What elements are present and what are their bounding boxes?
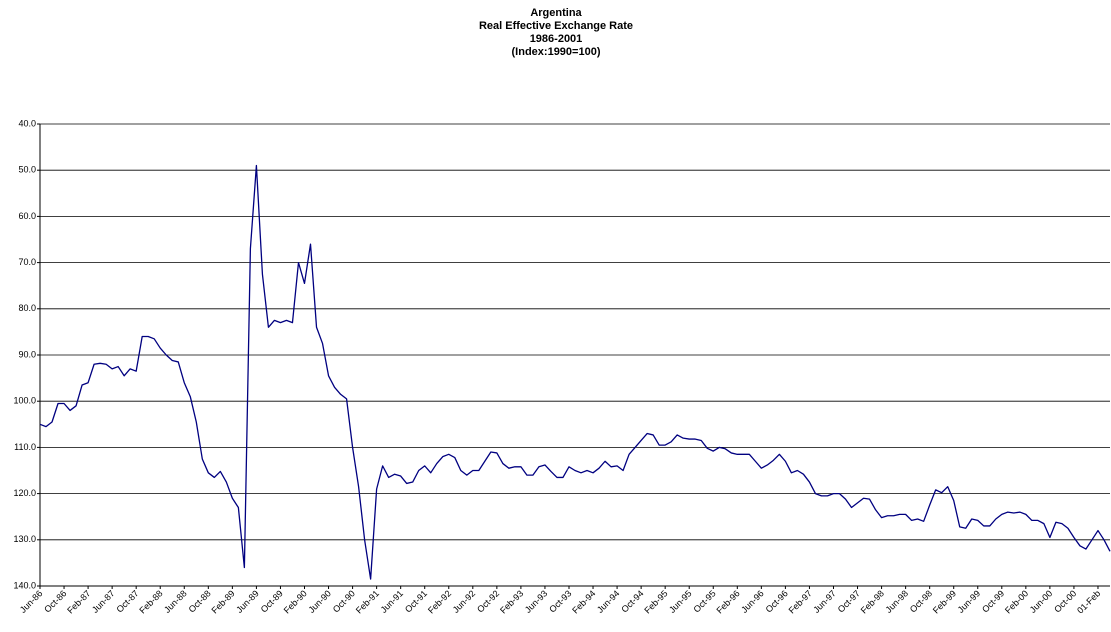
x-tick-label: Oct-96 (764, 588, 790, 614)
y-tick-label: 70.0 (18, 257, 36, 267)
y-tick-label: 120.0 (13, 488, 36, 498)
chart-title: Real Effective Exchange Rate (479, 20, 633, 32)
x-tick-label: Oct-99 (980, 588, 1006, 614)
x-tick-label: Jun-98 (883, 588, 910, 615)
data-line (39, 164, 1111, 580)
y-tick-label: 60.0 (18, 211, 36, 221)
x-tick-label: 01-Feb (1075, 588, 1102, 615)
x-tick-label: Jun-92 (451, 588, 478, 615)
x-tick-label: Oct-98 (908, 588, 934, 614)
x-tick-label: Jun-95 (667, 588, 694, 615)
x-tick-label: Oct-86 (42, 588, 68, 614)
x-tick-label: Feb-96 (714, 588, 741, 615)
y-tick-label: 80.0 (18, 303, 36, 313)
x-tick-label: Feb-98 (859, 588, 886, 615)
x-tick-label: Jun-87 (90, 588, 117, 615)
x-tick-label: Jun-90 (306, 588, 333, 615)
y-tick-label: 130.0 (13, 534, 36, 544)
x-tick-label: Feb-00 (1003, 588, 1030, 615)
chart-title: 1986-2001 (530, 33, 583, 45)
x-tick-label: Feb-93 (498, 588, 525, 615)
x-tick-label: Oct-94 (619, 588, 645, 614)
y-tick-label: 110.0 (14, 442, 36, 452)
x-tick-label: Feb-88 (137, 588, 164, 615)
y-tick-label: 140.0 (13, 580, 36, 590)
y-tick-label: 90.0 (18, 349, 36, 359)
x-tick-label: Oct-89 (259, 588, 285, 614)
x-tick-label: Feb-90 (282, 588, 309, 615)
x-tick-label: Feb-87 (65, 588, 92, 615)
chart-title: (Index:1990=100) (512, 46, 601, 58)
x-tick-label: Feb-89 (210, 588, 237, 615)
y-tick-label: 100.0 (13, 396, 36, 406)
x-tick-label: Jun-94 (595, 588, 622, 615)
x-tick-label: Jun-91 (379, 588, 406, 615)
x-tick-label: Oct-88 (187, 588, 213, 614)
x-tick-label: Jun-99 (956, 588, 983, 615)
x-tick-label: Jun-97 (811, 588, 838, 615)
y-tick-label: 50.0 (18, 165, 36, 175)
x-tick-label: Feb-97 (787, 588, 814, 615)
x-tick-label: Oct-93 (547, 588, 573, 614)
x-tick-label: Oct-92 (475, 588, 501, 614)
x-tick-label: Feb-92 (426, 588, 453, 615)
x-tick-label: Oct-90 (331, 588, 357, 614)
chart-title: Argentina (530, 7, 582, 19)
x-tick-label: Jun-93 (523, 588, 550, 615)
x-tick-label: Jun-88 (162, 588, 189, 615)
x-tick-label: Feb-99 (931, 588, 958, 615)
x-tick-label: Jun-96 (739, 588, 766, 615)
x-tick-label: Oct-00 (1052, 588, 1078, 614)
x-tick-label: Jun-86 (18, 588, 45, 615)
x-tick-label: Oct-91 (403, 588, 429, 614)
y-tick-label: 40.0 (18, 118, 36, 128)
x-tick-label: Oct-87 (114, 588, 140, 614)
x-tick-label: Feb-95 (642, 588, 669, 615)
x-tick-label: Oct-97 (836, 588, 862, 614)
x-tick-label: Feb-94 (570, 588, 597, 615)
x-tick-label: Oct-95 (691, 588, 717, 614)
x-tick-label: Jun-00 (1028, 588, 1055, 615)
x-tick-label: Feb-91 (354, 588, 381, 615)
x-tick-label: Jun-89 (234, 588, 261, 615)
